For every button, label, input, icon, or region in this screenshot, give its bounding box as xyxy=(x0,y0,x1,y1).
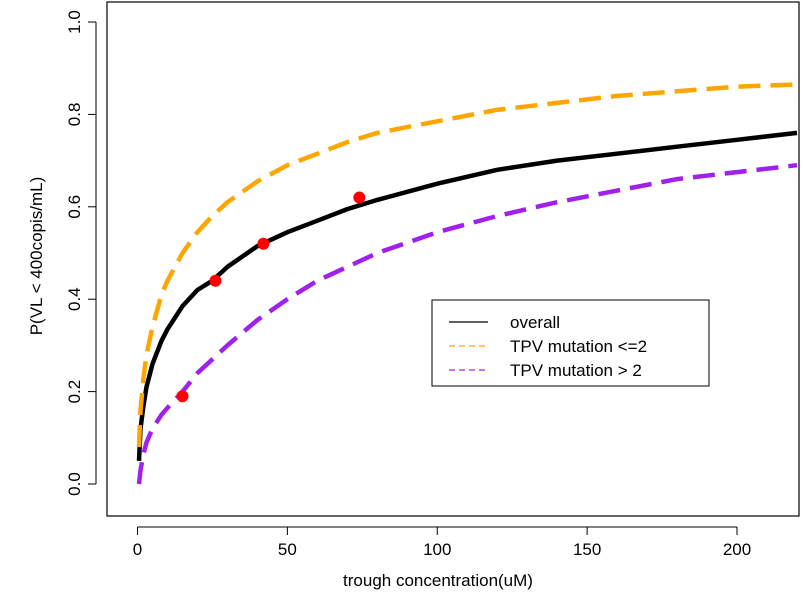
plot-frame xyxy=(106,1,800,517)
legend: overall TPV mutation <=2 TPV mutation > 2 xyxy=(431,299,710,387)
data-point xyxy=(353,191,366,204)
x-tick-label: 0 xyxy=(133,540,142,559)
x-axis: 0 50 100 150 200 xyxy=(133,526,751,559)
y-axis-label: P(VL < 400copis/mL) xyxy=(27,177,46,336)
x-tick-label: 100 xyxy=(423,540,451,559)
y-axis: 0.0 0.2 0.4 0.6 0.8 1.0 xyxy=(65,10,97,496)
data-points xyxy=(176,191,366,403)
x-tick-label: 50 xyxy=(278,540,297,559)
series-line-tpv-mutation-2 xyxy=(136,82,798,448)
y-tick-label: 0.2 xyxy=(65,380,84,404)
legend-label: TPV mutation <=2 xyxy=(510,337,647,356)
y-tick-label: 0.8 xyxy=(65,103,84,127)
data-point xyxy=(176,390,189,403)
data-point xyxy=(209,274,222,287)
x-tick-label: 150 xyxy=(573,540,601,559)
x-tick-label: 200 xyxy=(723,540,751,559)
legend-label: overall xyxy=(510,313,560,332)
y-tick-label: 1.0 xyxy=(65,10,84,34)
data-point xyxy=(257,237,270,250)
legend-box xyxy=(431,299,710,387)
y-tick-label: 0.0 xyxy=(65,472,84,496)
series-line-tpv-mutation-2 xyxy=(136,162,798,485)
x-axis-label: trough concentration(uM) xyxy=(343,571,533,590)
y-tick-label: 0.4 xyxy=(65,287,84,311)
series-line-overall xyxy=(136,130,798,462)
series-layer xyxy=(136,82,798,485)
legend-label: TPV mutation > 2 xyxy=(510,361,642,380)
y-tick-label: 0.6 xyxy=(65,195,84,219)
